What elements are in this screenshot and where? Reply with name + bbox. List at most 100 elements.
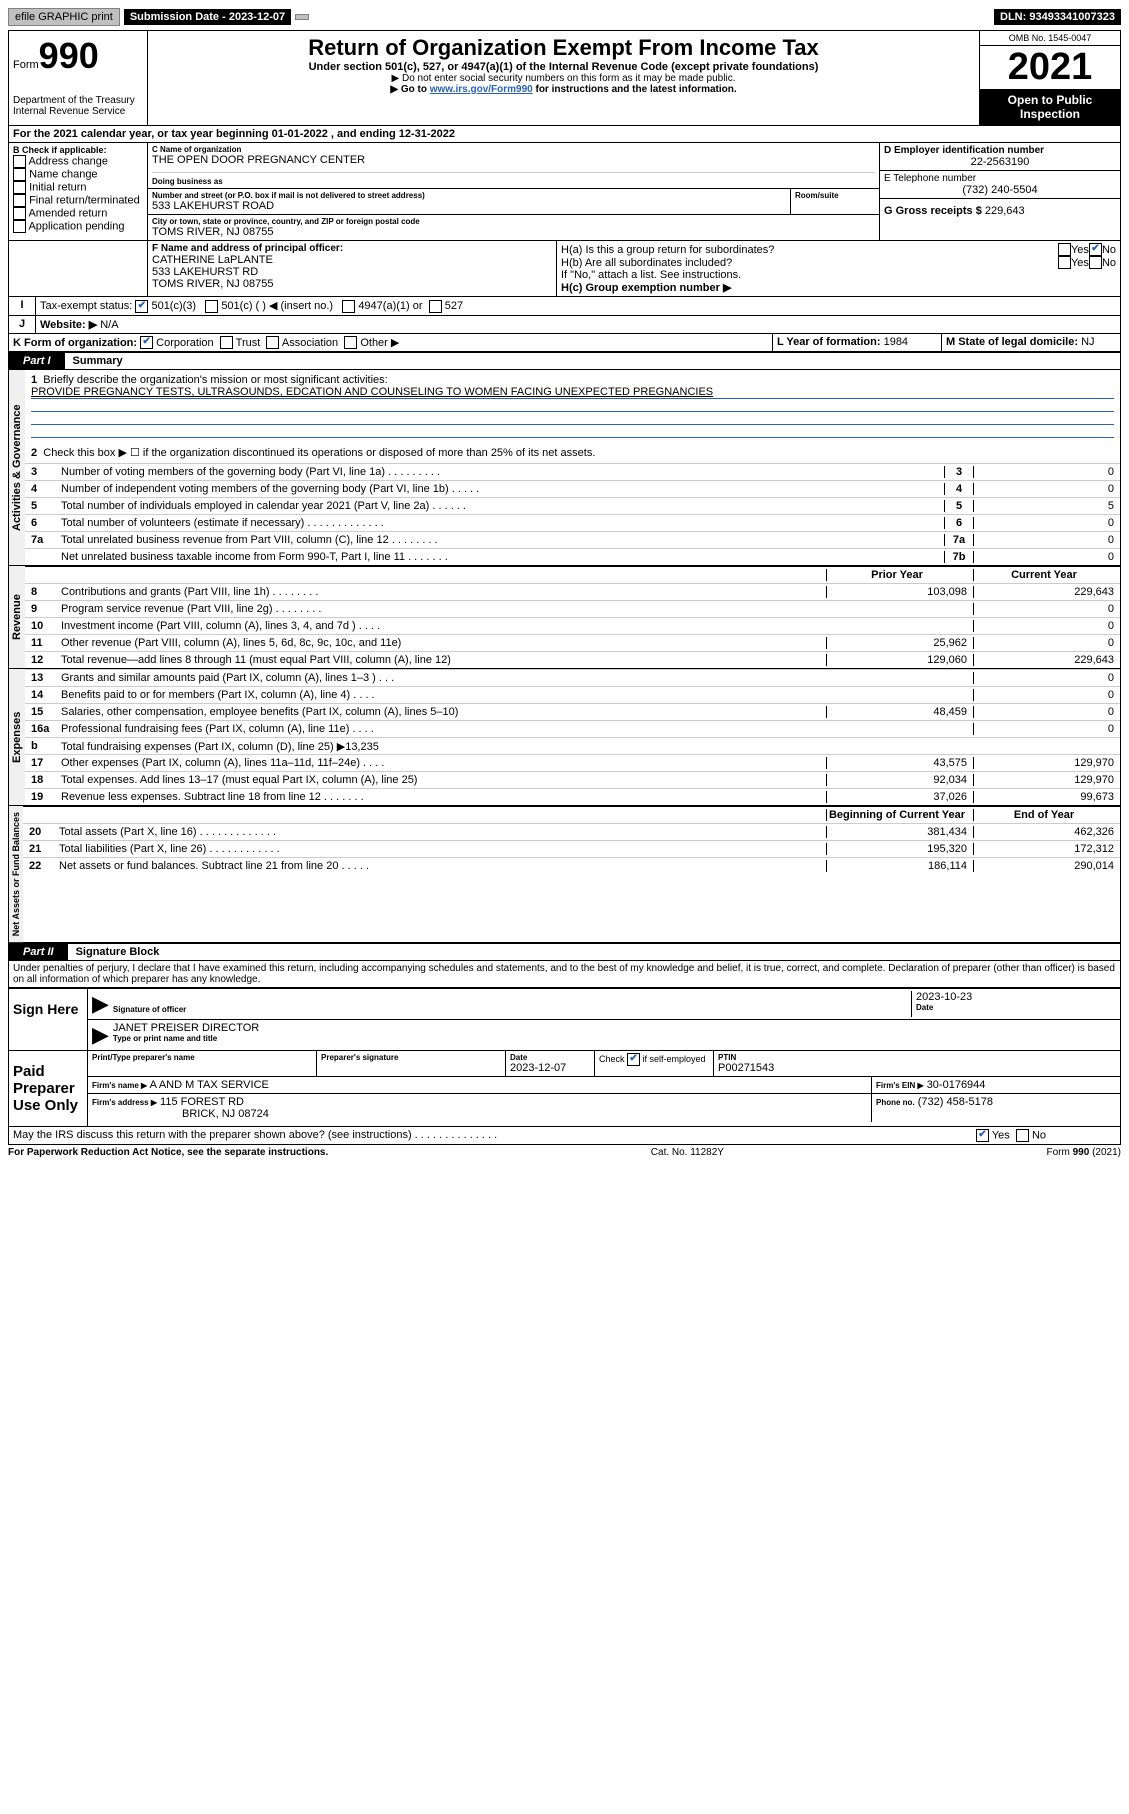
corp-checkbox[interactable]: [140, 336, 153, 349]
line-desc: Total revenue—add lines 8 through 11 (mu…: [57, 654, 826, 666]
state-m-label: M State of legal domicile:: [946, 336, 1078, 348]
assoc-checkbox[interactable]: [266, 336, 279, 349]
blank-button[interactable]: [295, 14, 309, 20]
summary-line-row: 13 Grants and similar amounts paid (Part…: [25, 669, 1120, 686]
initial-return-checkbox[interactable]: [13, 181, 26, 194]
summary-line-row: 18 Total expenses. Add lines 13–17 (must…: [25, 771, 1120, 788]
line-desc: Total fundraising expenses (Part IX, col…: [57, 740, 826, 753]
h-c-label: H(c) Group exemption number ▶: [561, 281, 1116, 294]
hb-yes-checkbox[interactable]: [1058, 256, 1071, 269]
line-box: 7a: [944, 534, 973, 546]
firm-addr2: BRICK, NJ 08724: [92, 1108, 867, 1120]
gov-line-row: 4 Number of independent voting members o…: [25, 480, 1120, 497]
cb-pending: Application pending: [28, 220, 124, 232]
527-checkbox[interactable]: [429, 300, 442, 313]
line-box: 4: [944, 483, 973, 495]
subtitle-3: ▶ Go to www.irs.gov/Form990 for instruct…: [152, 84, 975, 95]
prior-val: 186,114: [826, 860, 973, 872]
line-desc: Total expenses. Add lines 13–17 (must eq…: [57, 774, 826, 786]
submission-date: Submission Date - 2023-12-07: [124, 9, 291, 25]
part-i-header: Part I Summary: [8, 352, 1121, 370]
officer-name: CATHERINE LaPLANTE: [152, 254, 552, 266]
cb-addr: Address change: [28, 155, 108, 167]
summary-line-row: 10 Investment income (Part VIII, column …: [25, 617, 1120, 634]
netassets-header-row: Beginning of Current Year End of Year: [23, 806, 1120, 823]
line-num: 7a: [25, 534, 57, 546]
prior-val: 195,320: [826, 843, 973, 855]
hb-no-checkbox[interactable]: [1089, 256, 1102, 269]
cb-final: Final return/terminated: [29, 194, 140, 206]
sign-date: 2023-10-23: [916, 991, 1116, 1003]
org-city: TOMS RIVER, NJ 08755: [152, 226, 875, 238]
501c-checkbox[interactable]: [205, 300, 218, 313]
ein-value: 22-2563190: [884, 156, 1116, 168]
amended-return-checkbox[interactable]: [13, 207, 26, 220]
prior-val: 37,026: [826, 791, 973, 803]
irs-link[interactable]: www.irs.gov/Form990: [430, 84, 533, 95]
cb-amended: Amended return: [28, 207, 107, 219]
sig-officer-label: Signature of officer: [113, 1005, 911, 1014]
gov-line-row: 7a Total unrelated business revenue from…: [25, 531, 1120, 548]
title-cell: Return of Organization Exempt From Incom…: [148, 31, 979, 125]
prior-val: 129,060: [826, 654, 973, 666]
prior-val: 25,962: [826, 637, 973, 649]
line1-label: Briefly describe the organization's miss…: [43, 374, 387, 386]
year-l-value: 1984: [884, 336, 908, 348]
begin-year-header: Beginning of Current Year: [826, 809, 973, 821]
discuss-no-checkbox[interactable]: [1016, 1129, 1029, 1142]
line-val: 0: [973, 483, 1120, 495]
ha-yes-checkbox[interactable]: [1058, 243, 1071, 256]
current-val: 0: [973, 672, 1120, 684]
line-num: 13: [25, 672, 57, 684]
firm-addr1: 115 FOREST RD: [160, 1096, 244, 1108]
addr-change-checkbox[interactable]: [13, 155, 26, 168]
officer-f-cell: F Name and address of principal officer:…: [148, 241, 557, 296]
line-num: 22: [23, 860, 55, 872]
line-desc: Benefits paid to or for members (Part IX…: [57, 689, 826, 701]
line-num: 4: [25, 483, 57, 495]
line-val: 0: [973, 551, 1120, 563]
firm-phone-label: Phone no.: [876, 1098, 915, 1107]
state-m-value: NJ: [1081, 336, 1094, 348]
line-num: 20: [23, 826, 55, 838]
summary-line-row: 8 Contributions and grants (Part VIII, l…: [25, 583, 1120, 600]
website-value: N/A: [100, 319, 118, 331]
jurat-text: Under penalties of perjury, I declare th…: [8, 961, 1121, 988]
line-num: 12: [25, 654, 57, 666]
line-num: 10: [25, 620, 57, 632]
line-num: 9: [25, 603, 57, 615]
top-bar: efile GRAPHIC print Submission Date - 20…: [8, 8, 1121, 26]
other-checkbox[interactable]: [344, 336, 357, 349]
501c3-checkbox[interactable]: [135, 300, 148, 313]
efile-print-button[interactable]: efile GRAPHIC print: [8, 8, 120, 26]
trust-checkbox[interactable]: [220, 336, 233, 349]
prior-val: 381,434: [826, 826, 973, 838]
dba-label: Doing business as: [152, 172, 875, 186]
form-label-cell: Form990 Department of the Treasury Inter…: [9, 31, 148, 125]
org-info-block: B Check if applicable: Address change Na…: [8, 143, 1121, 241]
typed-name: JANET PREISER DIRECTOR: [113, 1022, 1116, 1034]
self-emp-checkbox[interactable]: [627, 1053, 640, 1066]
line-desc: Number of voting members of the governin…: [57, 466, 944, 478]
activities-label: Activities & Governance: [9, 370, 25, 565]
footer-cat: Cat. No. 11282Y: [651, 1147, 724, 1158]
line-desc: Number of independent voting members of …: [57, 483, 944, 495]
sub3-pre: ▶ Go to: [390, 84, 429, 95]
sign-here-label: Sign Here: [9, 989, 88, 1050]
line-num: 8: [25, 586, 57, 598]
website-row: J Website: ▶ N/A: [8, 316, 1121, 334]
tax-status-row: I Tax-exempt status: 501(c)(3) 501(c) ( …: [8, 297, 1121, 316]
app-pending-checkbox[interactable]: [13, 220, 26, 233]
current-val: 0: [973, 637, 1120, 649]
group-h-cell: H(a) Is this a group return for subordin…: [557, 241, 1120, 296]
4947-checkbox[interactable]: [342, 300, 355, 313]
name-change-checkbox[interactable]: [13, 168, 26, 181]
dept-treasury: Department of the Treasury: [13, 95, 143, 106]
netassets-label: Net Assets or Fund Balances: [9, 806, 23, 942]
final-return-checkbox[interactable]: [13, 194, 26, 207]
i-marker: I: [9, 297, 36, 315]
line-box: 6: [944, 517, 973, 529]
discuss-yes-checkbox[interactable]: [976, 1129, 989, 1142]
ha-no-checkbox[interactable]: [1089, 243, 1102, 256]
line-desc: Contributions and grants (Part VIII, lin…: [57, 586, 826, 598]
